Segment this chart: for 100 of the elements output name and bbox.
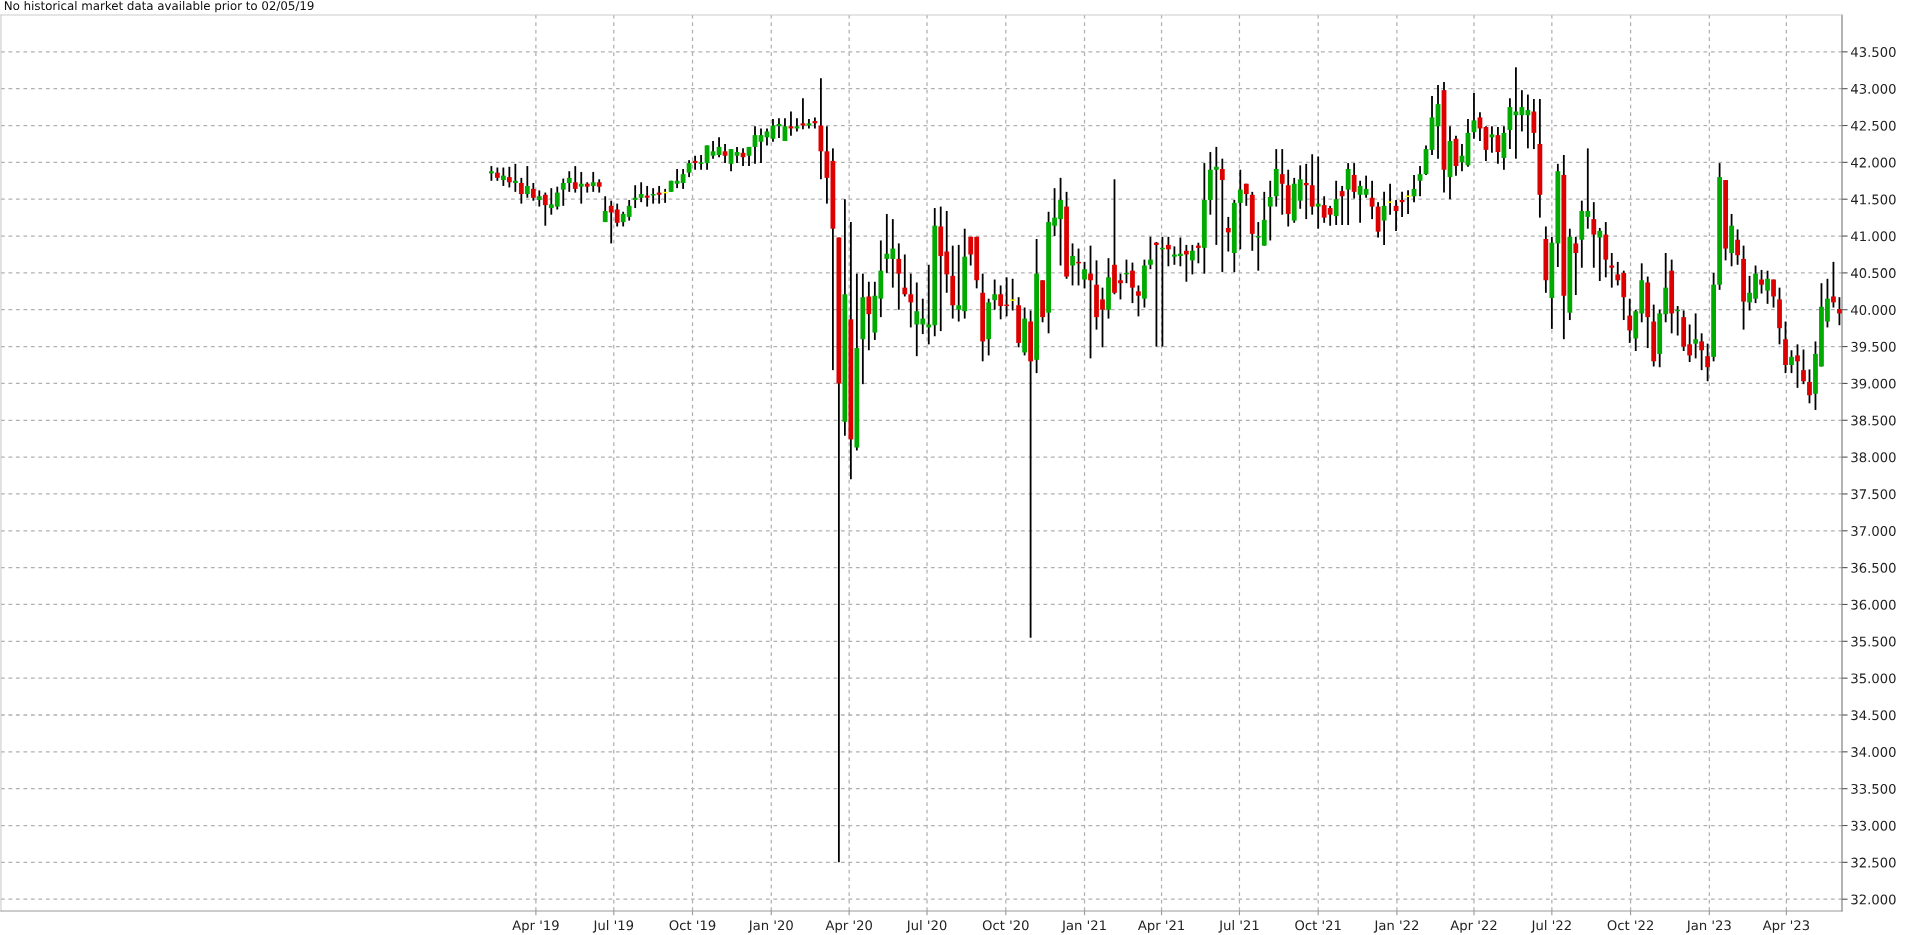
candlestick — [1591, 201, 1597, 269]
candlestick — [1315, 155, 1321, 230]
candlestick — [1735, 228, 1740, 266]
candlestick — [518, 176, 524, 205]
candlestick — [590, 171, 596, 193]
candlestick — [896, 242, 902, 311]
y-tick-label: 32.000 — [1851, 894, 1896, 905]
candlestick — [1213, 145, 1219, 246]
candlestick — [1807, 368, 1812, 405]
candlestick — [1267, 179, 1273, 242]
y-tick-label: 34.500 — [1851, 710, 1896, 721]
candlestick — [866, 280, 872, 352]
y-tick-label: 37.500 — [1851, 489, 1896, 500]
candlestick — [1369, 179, 1375, 221]
candlestick — [1237, 168, 1243, 251]
candlestick — [500, 166, 506, 187]
candlestick — [1166, 235, 1171, 268]
y-tick-label: 41.000 — [1850, 231, 1896, 242]
candlestick — [1789, 349, 1794, 375]
candlestick — [1831, 260, 1836, 309]
x-tick-label: Jan '20 — [748, 920, 793, 933]
x-tick-label: Jan '22 — [1373, 920, 1419, 933]
candlestick — [1795, 343, 1800, 389]
y-tick-label: 43.000 — [1850, 83, 1896, 94]
y-tick-label: 33.500 — [1851, 783, 1896, 794]
y-tick-label: 42.000 — [1850, 157, 1896, 168]
candlestick — [1309, 153, 1315, 216]
candlestick — [512, 162, 518, 193]
candlestick — [602, 195, 608, 223]
candlestick — [1771, 278, 1776, 309]
candlestick — [1837, 296, 1842, 327]
candlestick — [1609, 252, 1615, 289]
candlestick — [992, 278, 998, 311]
candlestick — [1573, 235, 1579, 296]
x-tick-label: Jan '23 — [1686, 920, 1731, 933]
candlestick — [632, 184, 638, 209]
candlestick — [1225, 215, 1231, 253]
candlestick — [908, 272, 914, 329]
candlestick — [1010, 277, 1016, 312]
candlestick — [1136, 284, 1141, 318]
y-tick-label: 39.500 — [1851, 341, 1896, 352]
y-tick-label: 40.000 — [1850, 304, 1896, 315]
y-tick-label: 38.500 — [1851, 415, 1896, 426]
candlestick — [524, 165, 530, 199]
candlestick — [1693, 312, 1699, 360]
x-tick-label: Oct '19 — [669, 920, 716, 931]
y-tick-label: 41.500 — [1850, 194, 1896, 205]
x-tick-label: Jul '20 — [906, 920, 947, 933]
candlestick — [1303, 162, 1309, 221]
y-tick-label: 43.500 — [1850, 47, 1896, 58]
candlestick — [1627, 297, 1633, 344]
candlestick — [1195, 241, 1201, 265]
candlestick — [1759, 269, 1764, 295]
candlestick — [1088, 244, 1093, 360]
x-tick-label: Apr '20 — [825, 920, 872, 933]
candlestick — [1070, 242, 1075, 287]
candlestick — [1148, 235, 1153, 271]
candlestick — [902, 253, 908, 298]
x-tick-label: Jul '21 — [1218, 920, 1259, 933]
y-tick-label: 36.000 — [1851, 599, 1896, 610]
candlestick — [1130, 261, 1135, 305]
candlestick — [1387, 182, 1393, 216]
x-tick-label: Oct '22 — [1607, 920, 1653, 931]
candlestick — [1189, 243, 1195, 276]
y-tick-label: 32.500 — [1851, 857, 1896, 868]
y-tick-label: 33.000 — [1851, 820, 1896, 831]
candlestick — [536, 189, 542, 208]
candlestick — [1219, 157, 1225, 274]
candlestick — [1699, 332, 1705, 372]
candlestick — [488, 165, 494, 182]
candlestick — [1531, 98, 1537, 151]
candlestick — [722, 143, 728, 165]
y-tick-label: 42.500 — [1850, 120, 1896, 131]
candlestick — [1082, 260, 1087, 290]
candlestick — [1705, 342, 1711, 383]
candlestick — [506, 165, 512, 189]
candlestick — [698, 154, 704, 171]
y-tick-label: 37.000 — [1851, 526, 1896, 536]
y-tick-label: 38.000 — [1851, 452, 1896, 463]
x-tick-label: Apr '23 — [1762, 920, 1810, 933]
candlestick — [1154, 241, 1159, 348]
chart-title: No historical market data available prior to 02/05/19 — [4, 0, 314, 13]
x-tick-label: Apr '21 — [1137, 920, 1185, 933]
x-tick-label: Apr '19 — [512, 920, 559, 933]
x-tick-label: Oct '20 — [982, 920, 1029, 931]
candlestick — [638, 181, 644, 204]
candlestick — [1339, 185, 1345, 226]
candlestick — [656, 185, 662, 205]
y-tick-label: 36.500 — [1851, 562, 1896, 573]
candlestick — [572, 165, 578, 194]
candlestick — [1333, 179, 1339, 226]
candlestick — [1279, 148, 1285, 216]
candlestick — [1351, 162, 1357, 200]
candlestick — [650, 187, 656, 205]
candlestick — [560, 177, 566, 207]
candlestick — [578, 171, 584, 205]
candlestick — [1801, 348, 1806, 386]
y-tick-label: 40.500 — [1850, 268, 1896, 279]
candlestick — [542, 191, 548, 227]
candlestick — [1597, 227, 1603, 282]
